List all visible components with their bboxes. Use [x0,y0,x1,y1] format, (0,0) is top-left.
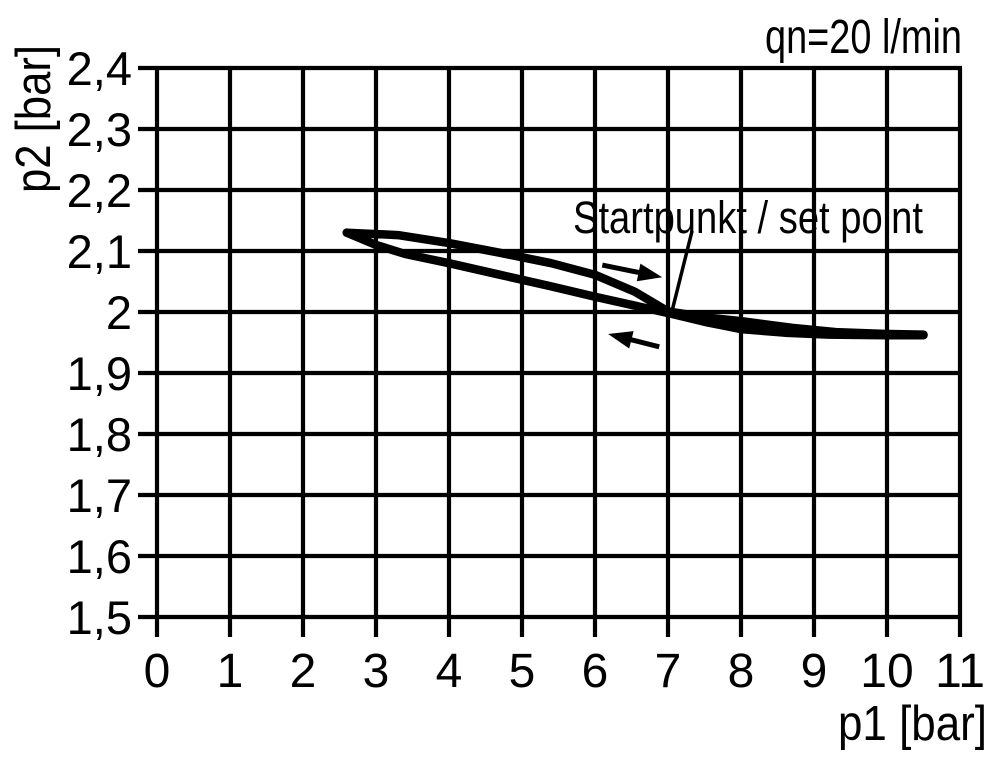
y-tick-label: 1,6 [67,530,132,583]
x-axis-label: p1 [bar] [838,697,987,751]
x-tick-label: 8 [728,645,755,698]
x-tick-label: 7 [655,645,682,698]
set-point-annotation: Startpunkt / set point [573,192,923,243]
arrow-right-shaft [601,262,642,276]
y-tick-label: 2,4 [67,42,132,95]
y-tick-label: 2,3 [67,103,132,156]
x-tick-label: 5 [509,645,536,698]
y-tick-label: 1,7 [67,469,132,522]
grid-lines [138,65,963,637]
set-point-leader-line [669,230,694,314]
y-tick-label: 1,8 [67,408,132,461]
curve-upper_branch_decreasing_p1 [342,228,928,339]
flow-rate-label: qn=20 l/min [765,11,962,64]
y-tick-label: 2 [106,286,132,339]
x-tick-label: 2 [290,645,317,698]
y-axis-label: p2 [bar] [7,45,61,193]
x-tick-label: 3 [363,645,390,698]
direction-arrows [601,262,663,350]
x-tick-label: 11 [935,645,985,698]
arrow-left-head [608,331,634,349]
x-tick-label: 10 [860,645,913,698]
arrow-right-head [636,263,663,282]
arrow-left-shaft [628,336,660,350]
y-tick-label: 2,1 [67,225,132,278]
x-tick-label: 1 [217,645,244,698]
x-tick-label: 6 [582,645,609,698]
y-tick-label: 1,5 [67,591,132,644]
curve-lower_branch_increasing_p1 [342,228,928,340]
x-tick-label: 0 [144,645,171,698]
x-tick-label: 4 [436,645,463,698]
x-axis-tick-labels: 0 1 2 3 4 5 6 7 8 9 10 11 [144,645,985,698]
y-tick-label: 1,9 [67,347,132,400]
hysteresis-curves [342,228,928,340]
y-axis-tick-labels: 2,4 2,3 2,2 2,1 2 1,9 1,8 1,7 1,6 1,5 [67,42,132,644]
y-tick-label: 2,2 [67,164,132,217]
x-tick-label: 9 [801,645,828,698]
